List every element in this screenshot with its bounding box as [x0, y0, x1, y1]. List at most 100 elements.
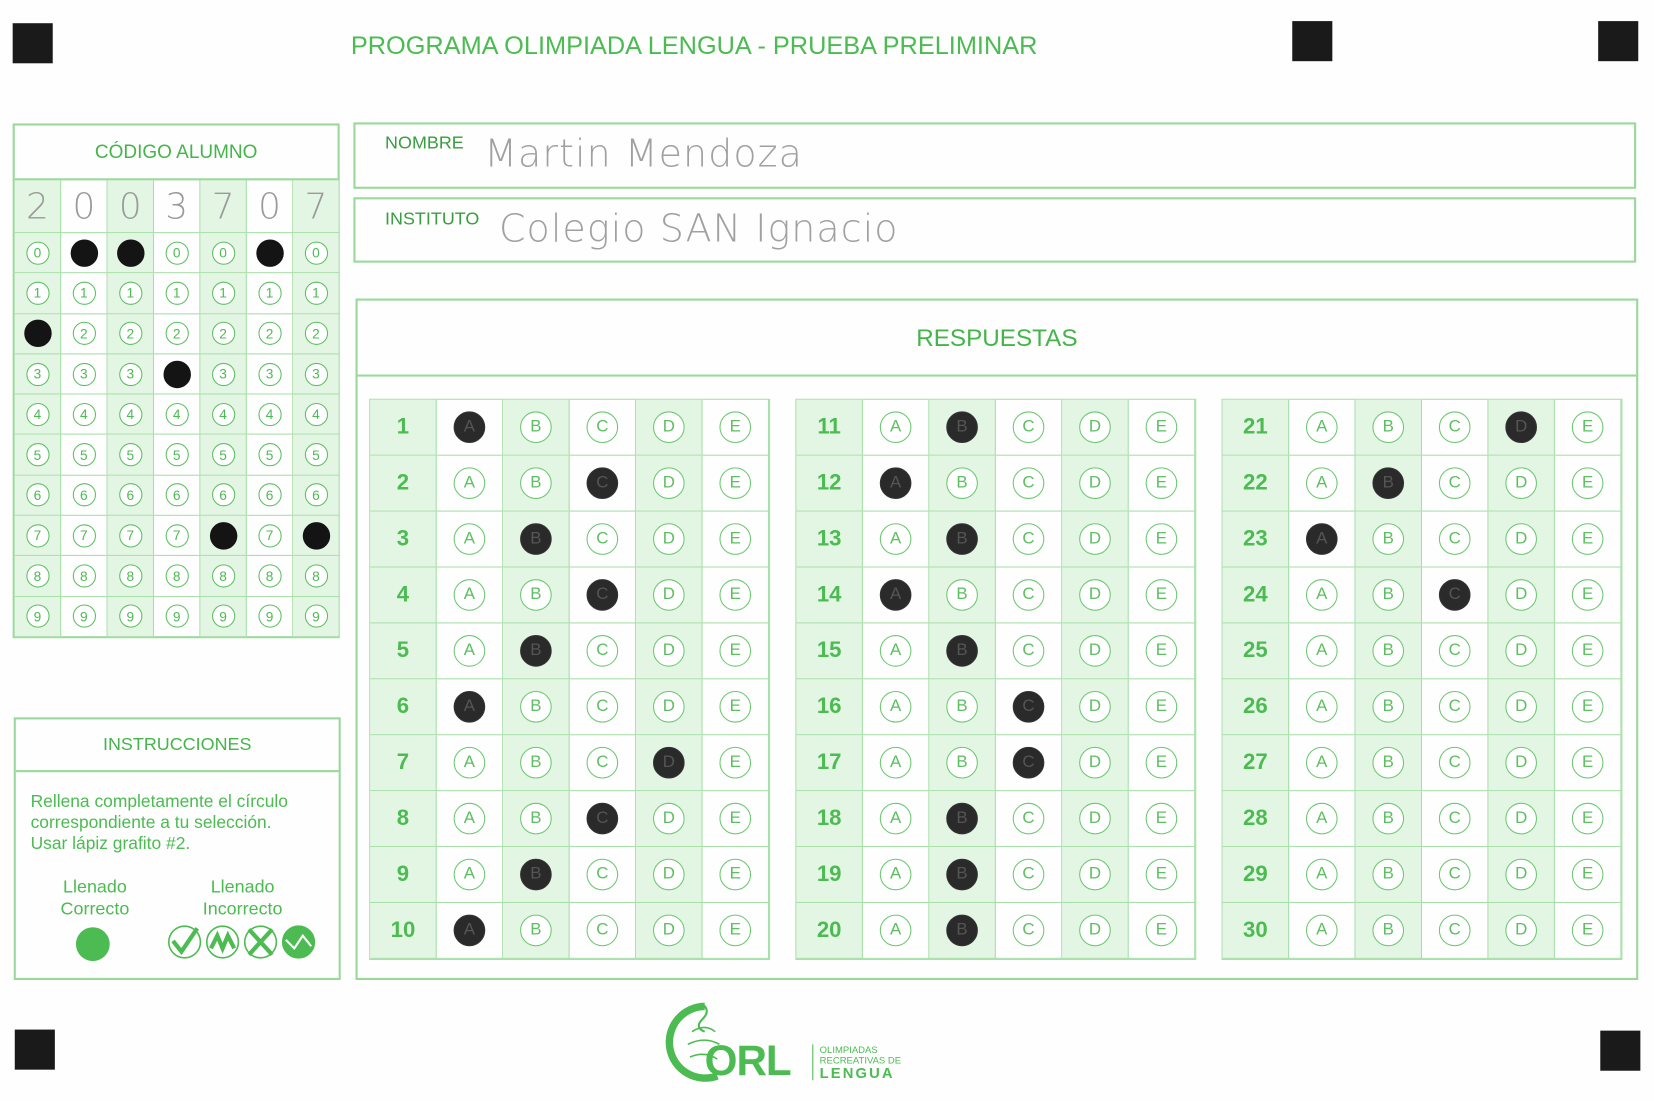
code-bubble-filled[interactable]: 0 [116, 239, 144, 267]
code-bubble[interactable]: 7 [257, 523, 282, 548]
answer-bubble[interactable]: C [1012, 579, 1045, 611]
answer-bubble[interactable]: E [1145, 579, 1178, 611]
code-bubble[interactable]: 3 [211, 362, 235, 386]
answer-bubble[interactable]: E [1145, 411, 1178, 444]
answer-bubble[interactable]: A [453, 858, 486, 891]
answer-bubble[interactable]: D [652, 802, 685, 835]
code-bubble[interactable]: 6 [211, 483, 235, 507]
answer-bubble-filled[interactable]: D [1505, 411, 1537, 444]
answer-bubble-filled[interactable]: C [586, 579, 619, 611]
answer-bubble-filled[interactable]: A [879, 467, 912, 499]
answer-bubble[interactable]: C [1438, 746, 1471, 779]
code-bubble[interactable]: 4 [211, 402, 235, 426]
answer-bubble[interactable]: D [1079, 579, 1111, 611]
answer-bubble[interactable]: D [1079, 467, 1111, 499]
code-bubble[interactable]: 5 [25, 443, 50, 467]
answer-bubble[interactable]: B [1372, 690, 1405, 723]
answer-bubble[interactable]: B [520, 746, 552, 779]
answer-bubble[interactable]: D [1505, 635, 1537, 667]
code-bubble[interactable]: 4 [165, 402, 189, 426]
answer-bubble[interactable]: D [1505, 802, 1537, 835]
answer-bubble[interactable]: B [1372, 523, 1405, 555]
code-bubble-filled[interactable]: 7 [209, 521, 237, 550]
code-bubble[interactable]: 7 [118, 523, 142, 548]
code-bubble[interactable]: 4 [257, 402, 282, 426]
answer-bubble[interactable]: B [1372, 914, 1405, 947]
answer-bubble[interactable]: C [1012, 914, 1045, 947]
answer-bubble-filled[interactable]: B [946, 635, 978, 667]
answer-bubble[interactable]: C [1438, 523, 1471, 555]
code-bubble[interactable]: 6 [118, 483, 142, 507]
code-bubble[interactable]: 8 [304, 564, 328, 588]
code-bubble[interactable]: 8 [118, 564, 142, 588]
code-bubble[interactable]: 2 [211, 321, 235, 346]
answer-bubble[interactable]: A [879, 690, 912, 723]
code-bubble[interactable]: 3 [25, 362, 50, 386]
answer-bubble-filled[interactable]: B [946, 411, 978, 444]
code-bubble[interactable]: 9 [165, 604, 189, 628]
code-bubble[interactable]: 2 [72, 321, 96, 346]
answer-bubble[interactable]: B [946, 746, 978, 779]
answer-bubble[interactable]: B [1372, 802, 1405, 835]
answer-bubble[interactable]: A [453, 579, 486, 611]
answer-bubble[interactable]: D [1505, 858, 1537, 891]
answer-bubble[interactable]: E [1571, 802, 1604, 835]
code-bubble[interactable]: 8 [72, 564, 96, 588]
code-bubble[interactable]: 6 [304, 483, 328, 507]
answer-bubble[interactable]: E [719, 858, 752, 891]
answer-bubble[interactable]: D [652, 635, 685, 667]
answer-bubble[interactable]: C [586, 523, 619, 555]
code-bubble[interactable]: 3 [118, 362, 142, 386]
answer-bubble[interactable]: E [1571, 690, 1604, 723]
code-bubble[interactable]: 5 [165, 443, 189, 467]
answer-bubble[interactable]: E [1145, 523, 1178, 555]
code-bubble[interactable]: 3 [304, 362, 328, 386]
answer-bubble[interactable]: C [1012, 858, 1045, 891]
answer-bubble[interactable]: E [1145, 914, 1178, 947]
answer-bubble[interactable]: C [1012, 802, 1045, 835]
answer-bubble[interactable]: E [1145, 690, 1178, 723]
answer-bubble[interactable]: C [1438, 411, 1471, 444]
code-bubble[interactable]: 9 [304, 604, 328, 628]
answer-bubble[interactable]: A [1305, 411, 1338, 444]
answer-bubble[interactable]: E [719, 467, 752, 499]
answer-bubble[interactable]: C [1438, 467, 1471, 499]
answer-bubble[interactable]: E [1571, 523, 1604, 555]
code-bubble[interactable]: 4 [118, 402, 142, 426]
answer-bubble[interactable]: A [453, 523, 486, 555]
answer-bubble[interactable]: D [1079, 635, 1111, 667]
name-field[interactable]: NOMBRE Martin Mendoza [353, 122, 1637, 189]
answer-bubble-filled[interactable]: C [1438, 579, 1471, 611]
answer-bubble[interactable]: B [520, 411, 552, 444]
code-bubble-filled[interactable]: 0 [70, 239, 98, 267]
answer-bubble[interactable]: C [1012, 523, 1045, 555]
answer-bubble-filled[interactable]: B [946, 858, 978, 891]
answer-bubble[interactable]: B [520, 802, 552, 835]
code-bubble[interactable]: 4 [72, 402, 96, 426]
answer-bubble[interactable]: E [1571, 635, 1604, 667]
answer-bubble[interactable]: B [520, 467, 552, 499]
answer-bubble[interactable]: B [1372, 858, 1405, 891]
code-bubble[interactable]: 9 [72, 604, 96, 628]
answer-bubble[interactable]: D [1079, 411, 1111, 444]
answer-bubble[interactable]: C [586, 411, 619, 444]
answer-bubble[interactable]: A [1305, 467, 1338, 499]
answer-bubble[interactable]: D [1505, 467, 1537, 499]
code-bubble-filled[interactable]: 2 [23, 319, 52, 348]
code-bubble[interactable]: 9 [25, 604, 50, 628]
answer-bubble[interactable]: A [453, 635, 486, 667]
answer-bubble[interactable]: E [1145, 858, 1178, 891]
code-bubble[interactable]: 1 [257, 281, 282, 305]
answer-bubble[interactable]: B [946, 579, 978, 611]
answer-bubble[interactable]: A [879, 635, 912, 667]
answer-bubble[interactable]: C [1012, 467, 1045, 499]
answer-bubble[interactable]: D [1505, 746, 1537, 779]
answer-bubble[interactable]: C [586, 746, 619, 779]
answer-bubble-filled[interactable]: B [1372, 467, 1405, 499]
answer-bubble[interactable]: E [1571, 914, 1604, 947]
code-bubble[interactable]: 9 [211, 604, 235, 628]
code-bubble[interactable]: 0 [211, 241, 235, 265]
answer-bubble-filled[interactable]: A [453, 411, 486, 444]
answer-bubble[interactable]: A [879, 802, 912, 835]
answer-bubble[interactable]: A [1305, 579, 1338, 611]
